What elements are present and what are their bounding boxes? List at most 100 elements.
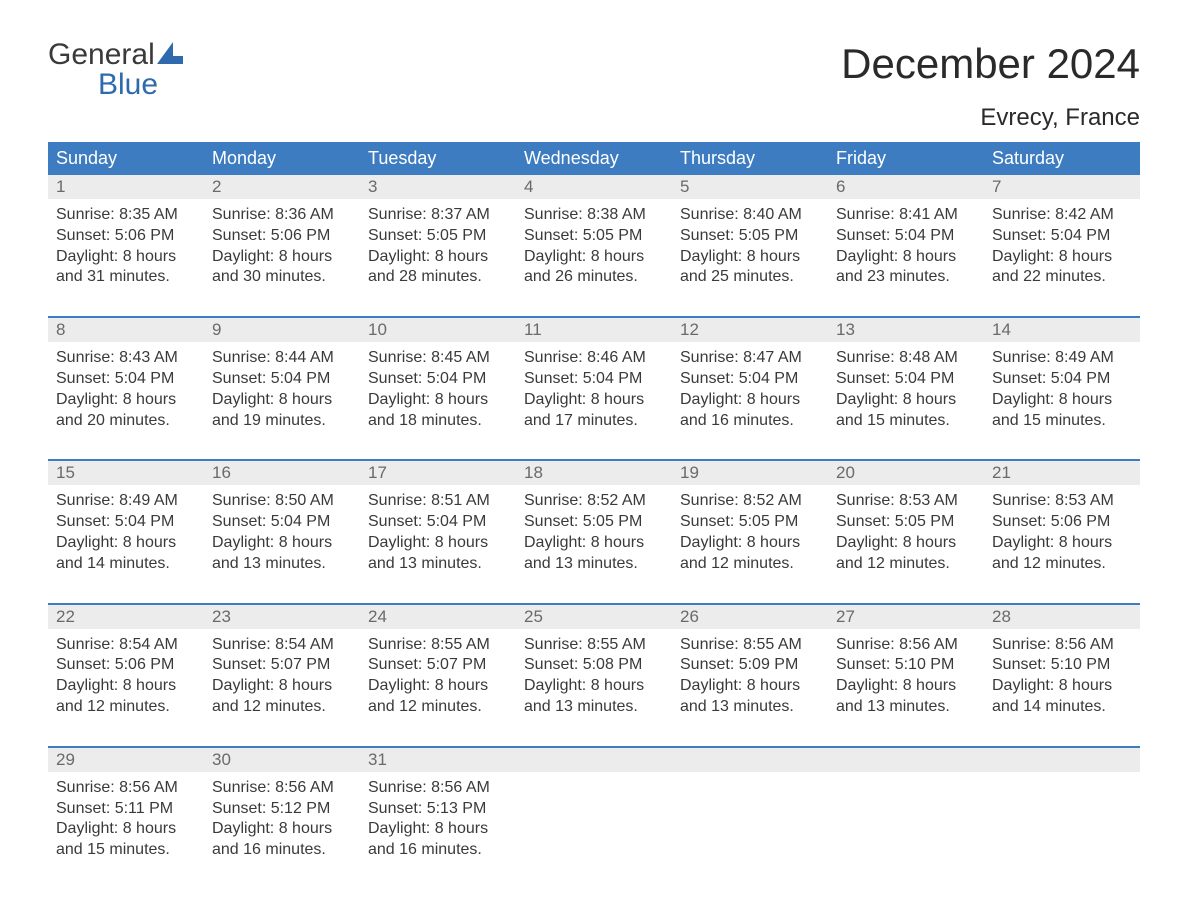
logo-sail-icon (157, 40, 183, 70)
day-number: 10 (360, 318, 516, 342)
day-cell: Sunrise: 8:53 AMSunset: 5:06 PMDaylight:… (984, 485, 1140, 584)
sunset-line: Sunset: 5:12 PM (212, 799, 352, 820)
day-number: 11 (516, 318, 672, 342)
sunset-line: Sunset: 5:07 PM (212, 655, 352, 676)
weekday-header: Sunday (48, 142, 204, 175)
daylight-line: Daylight: 8 hours and 19 minutes. (212, 390, 352, 432)
day-cell: Sunrise: 8:44 AMSunset: 5:04 PMDaylight:… (204, 342, 360, 441)
sunset-line: Sunset: 5:11 PM (56, 799, 196, 820)
day-number: 6 (828, 175, 984, 199)
calendar: SundayMondayTuesdayWednesdayThursdayFrid… (48, 142, 1140, 871)
daylight-line: Daylight: 8 hours and 22 minutes. (992, 247, 1132, 289)
sunrise-line: Sunrise: 8:52 AM (680, 491, 820, 512)
sunset-line: Sunset: 5:05 PM (368, 226, 508, 247)
sunrise-line: Sunrise: 8:56 AM (56, 778, 196, 799)
day-cell: Sunrise: 8:55 AMSunset: 5:09 PMDaylight:… (672, 629, 828, 728)
sunrise-line: Sunrise: 8:56 AM (212, 778, 352, 799)
day-cell: Sunrise: 8:55 AMSunset: 5:08 PMDaylight:… (516, 629, 672, 728)
sunset-line: Sunset: 5:04 PM (836, 369, 976, 390)
day-cell: Sunrise: 8:49 AMSunset: 5:04 PMDaylight:… (984, 342, 1140, 441)
day-number: 9 (204, 318, 360, 342)
daylight-line: Daylight: 8 hours and 12 minutes. (836, 533, 976, 575)
daylight-line: Daylight: 8 hours and 28 minutes. (368, 247, 508, 289)
page-title: December 2024 (841, 40, 1140, 88)
daylight-line: Daylight: 8 hours and 23 minutes. (836, 247, 976, 289)
sunrise-line: Sunrise: 8:53 AM (992, 491, 1132, 512)
day-number-row: 15161718192021 (48, 461, 1140, 485)
sunrise-line: Sunrise: 8:49 AM (56, 491, 196, 512)
sunset-line: Sunset: 5:04 PM (56, 512, 196, 533)
sunrise-line: Sunrise: 8:56 AM (836, 635, 976, 656)
sunrise-line: Sunrise: 8:54 AM (212, 635, 352, 656)
sunset-line: Sunset: 5:08 PM (524, 655, 664, 676)
sunset-line: Sunset: 5:10 PM (836, 655, 976, 676)
calendar-week: 1234567Sunrise: 8:35 AMSunset: 5:06 PMDa… (48, 175, 1140, 298)
sunset-line: Sunset: 5:06 PM (212, 226, 352, 247)
weekday-header: Wednesday (516, 142, 672, 175)
day-cell: Sunrise: 8:55 AMSunset: 5:07 PMDaylight:… (360, 629, 516, 728)
day-cell: Sunrise: 8:56 AMSunset: 5:11 PMDaylight:… (48, 772, 204, 871)
day-number: 27 (828, 605, 984, 629)
day-number: 21 (984, 461, 1140, 485)
day-number: 2 (204, 175, 360, 199)
sunset-line: Sunset: 5:09 PM (680, 655, 820, 676)
day-cell: Sunrise: 8:43 AMSunset: 5:04 PMDaylight:… (48, 342, 204, 441)
calendar-week: 22232425262728Sunrise: 8:54 AMSunset: 5:… (48, 603, 1140, 728)
daylight-line: Daylight: 8 hours and 13 minutes. (212, 533, 352, 575)
sunrise-line: Sunrise: 8:55 AM (524, 635, 664, 656)
sunset-line: Sunset: 5:06 PM (992, 512, 1132, 533)
daylight-line: Daylight: 8 hours and 15 minutes. (56, 819, 196, 861)
sunrise-line: Sunrise: 8:49 AM (992, 348, 1132, 369)
day-number-row: 1234567 (48, 175, 1140, 199)
day-cell: Sunrise: 8:52 AMSunset: 5:05 PMDaylight:… (516, 485, 672, 584)
sunrise-line: Sunrise: 8:55 AM (680, 635, 820, 656)
sunset-line: Sunset: 5:06 PM (56, 226, 196, 247)
sunset-line: Sunset: 5:06 PM (56, 655, 196, 676)
weekday-header: Saturday (984, 142, 1140, 175)
day-cell: Sunrise: 8:47 AMSunset: 5:04 PMDaylight:… (672, 342, 828, 441)
daylight-line: Daylight: 8 hours and 17 minutes. (524, 390, 664, 432)
day-number: 25 (516, 605, 672, 629)
day-number: 30 (204, 748, 360, 772)
day-number: 18 (516, 461, 672, 485)
daylight-line: Daylight: 8 hours and 14 minutes. (992, 676, 1132, 718)
daylight-line: Daylight: 8 hours and 13 minutes. (836, 676, 976, 718)
day-cell: Sunrise: 8:56 AMSunset: 5:10 PMDaylight:… (984, 629, 1140, 728)
daylight-line: Daylight: 8 hours and 12 minutes. (680, 533, 820, 575)
day-number: 3 (360, 175, 516, 199)
day-cell: Sunrise: 8:36 AMSunset: 5:06 PMDaylight:… (204, 199, 360, 298)
sunset-line: Sunset: 5:04 PM (680, 369, 820, 390)
day-cell: Sunrise: 8:40 AMSunset: 5:05 PMDaylight:… (672, 199, 828, 298)
sunset-line: Sunset: 5:13 PM (368, 799, 508, 820)
day-cell: Sunrise: 8:50 AMSunset: 5:04 PMDaylight:… (204, 485, 360, 584)
day-number-row: 891011121314 (48, 318, 1140, 342)
day-cell: Sunrise: 8:41 AMSunset: 5:04 PMDaylight:… (828, 199, 984, 298)
sunrise-line: Sunrise: 8:51 AM (368, 491, 508, 512)
day-number: 29 (48, 748, 204, 772)
daylight-line: Daylight: 8 hours and 16 minutes. (680, 390, 820, 432)
day-cell: Sunrise: 8:49 AMSunset: 5:04 PMDaylight:… (48, 485, 204, 584)
sunset-line: Sunset: 5:04 PM (524, 369, 664, 390)
day-number-row: 293031 (48, 748, 1140, 772)
day-number-row: 22232425262728 (48, 605, 1140, 629)
sunrise-line: Sunrise: 8:44 AM (212, 348, 352, 369)
daylight-line: Daylight: 8 hours and 15 minutes. (836, 390, 976, 432)
sunset-line: Sunset: 5:10 PM (992, 655, 1132, 676)
day-number: 31 (360, 748, 516, 772)
daylight-line: Daylight: 8 hours and 18 minutes. (368, 390, 508, 432)
day-number: 22 (48, 605, 204, 629)
weekday-header-row: SundayMondayTuesdayWednesdayThursdayFrid… (48, 142, 1140, 175)
day-number: 8 (48, 318, 204, 342)
day-cell: Sunrise: 8:45 AMSunset: 5:04 PMDaylight:… (360, 342, 516, 441)
sunrise-line: Sunrise: 8:56 AM (992, 635, 1132, 656)
logo: General Blue (48, 40, 183, 100)
day-cell: Sunrise: 8:54 AMSunset: 5:07 PMDaylight:… (204, 629, 360, 728)
sunrise-line: Sunrise: 8:47 AM (680, 348, 820, 369)
location-text: Evrecy, France (48, 104, 1140, 132)
sunrise-line: Sunrise: 8:48 AM (836, 348, 976, 369)
day-cell (516, 772, 672, 871)
day-cell: Sunrise: 8:37 AMSunset: 5:05 PMDaylight:… (360, 199, 516, 298)
day-number: 14 (984, 318, 1140, 342)
sunset-line: Sunset: 5:04 PM (368, 512, 508, 533)
day-cell: Sunrise: 8:56 AMSunset: 5:12 PMDaylight:… (204, 772, 360, 871)
